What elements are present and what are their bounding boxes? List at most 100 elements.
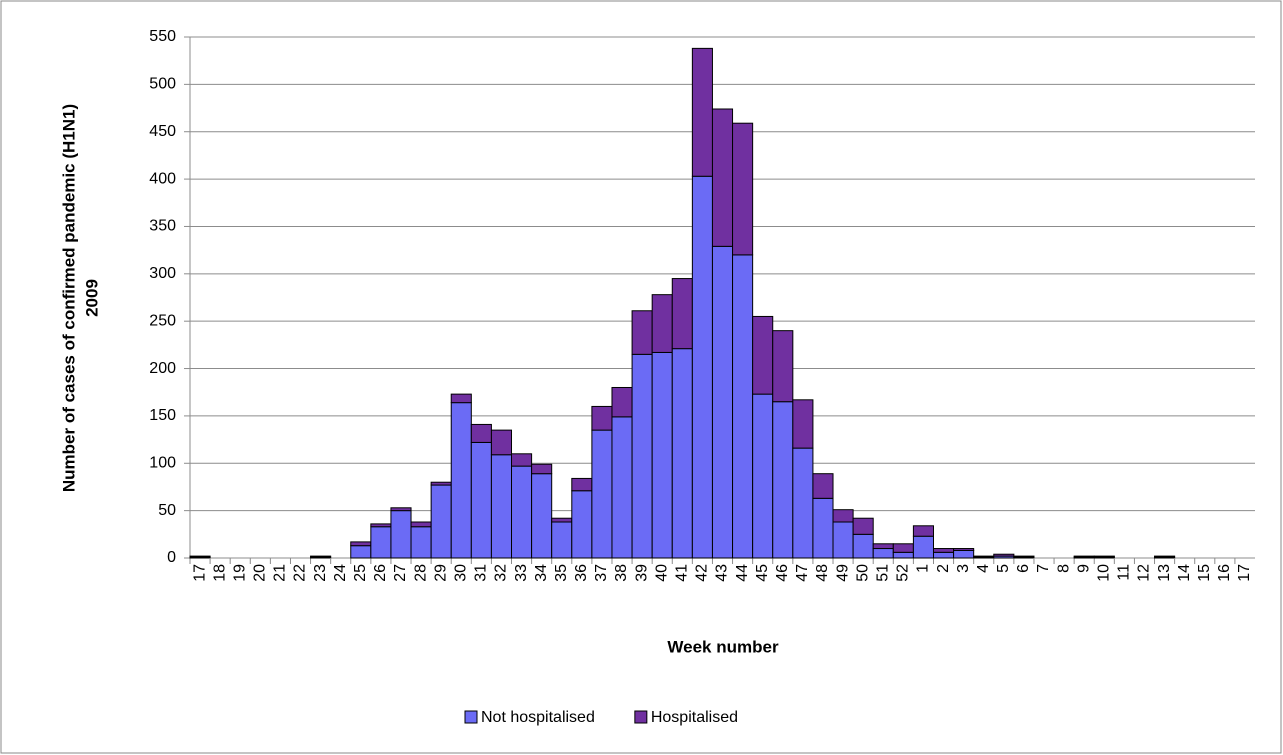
x-tick-label: 35 xyxy=(553,564,570,582)
y-tick-label: 350 xyxy=(149,218,176,235)
x-tick-label: 15 xyxy=(1196,564,1213,582)
x-axis-title: Week number xyxy=(667,637,779,656)
x-tick-label: 5 xyxy=(995,564,1012,573)
x-tick-label: 27 xyxy=(392,564,409,582)
x-tick-label: 34 xyxy=(533,564,550,582)
bar xyxy=(350,545,372,559)
y-tick-label: 400 xyxy=(149,170,176,187)
bar xyxy=(752,393,774,559)
bar xyxy=(1093,555,1115,558)
bar xyxy=(772,401,794,559)
x-tick-label: 30 xyxy=(452,564,469,582)
y-tick-label: 500 xyxy=(149,76,176,93)
x-tick-label: 33 xyxy=(513,564,530,582)
x-tick-label: 29 xyxy=(432,564,449,582)
x-tick-label: 13 xyxy=(1156,564,1173,582)
bar xyxy=(430,481,452,486)
x-tick-label: 8 xyxy=(1055,564,1072,573)
x-tick-label: 18 xyxy=(211,564,228,582)
x-tick-label: 26 xyxy=(372,564,389,582)
x-tick-label: 6 xyxy=(1015,564,1032,573)
bar xyxy=(872,548,894,559)
x-tick-label: 39 xyxy=(633,564,650,582)
bar xyxy=(732,254,754,559)
bar xyxy=(591,429,613,559)
bar xyxy=(410,521,432,528)
x-tick-label: 19 xyxy=(231,564,248,582)
bar xyxy=(531,473,553,559)
x-tick-label: 28 xyxy=(412,564,429,582)
bar xyxy=(631,353,653,559)
bar xyxy=(511,465,533,559)
bar xyxy=(993,553,1015,557)
x-tick-label: 2 xyxy=(935,564,952,573)
x-tick-label: 23 xyxy=(312,564,329,582)
bar xyxy=(711,245,734,559)
bar xyxy=(772,330,794,403)
x-tick-label: 3 xyxy=(955,564,972,573)
bar xyxy=(189,555,211,558)
x-tick-label: 44 xyxy=(734,564,751,582)
y-tick-label: 550 xyxy=(149,28,176,45)
bar xyxy=(812,497,834,559)
bar xyxy=(1013,555,1035,558)
x-tick-label: 14 xyxy=(1176,564,1193,582)
bar xyxy=(932,551,955,559)
bar xyxy=(450,393,472,404)
bar xyxy=(973,555,995,558)
y-axis-title: Number of cases of confirmed pandemic (H… xyxy=(59,104,78,492)
y-tick-label: 300 xyxy=(149,265,176,282)
bar xyxy=(370,523,392,528)
x-tick-label: 17 xyxy=(191,564,208,582)
x-tick-label: 42 xyxy=(694,564,711,582)
x-tick-label: 4 xyxy=(975,564,992,573)
x-tick-label: 10 xyxy=(1096,564,1113,582)
bar xyxy=(953,548,975,551)
legend-label: Not hospitalised xyxy=(481,709,595,726)
x-tick-label: 43 xyxy=(714,564,731,582)
bar xyxy=(390,507,412,512)
x-tick-label: 41 xyxy=(674,564,691,582)
bar xyxy=(651,351,673,559)
bar xyxy=(651,294,673,353)
bar xyxy=(490,429,513,456)
legend-label: Hospitalised xyxy=(651,709,738,726)
x-tick-label: 36 xyxy=(573,564,590,582)
bar xyxy=(852,533,874,559)
bar xyxy=(892,551,914,559)
bar xyxy=(470,423,492,443)
bar xyxy=(812,473,834,499)
bar xyxy=(350,541,372,547)
y-tick-label: 450 xyxy=(149,123,176,140)
x-tick-label: 48 xyxy=(814,564,831,582)
x-tick-label: 7 xyxy=(1035,564,1052,573)
bar xyxy=(310,555,332,558)
bar xyxy=(752,315,774,395)
x-tick-label: 50 xyxy=(854,564,871,582)
bar xyxy=(1154,555,1176,558)
bar xyxy=(370,526,392,559)
x-tick-label: 49 xyxy=(834,564,851,582)
x-tick-label: 9 xyxy=(1075,564,1092,573)
bar xyxy=(852,517,874,535)
x-tick-label: 47 xyxy=(794,564,811,582)
bar xyxy=(912,535,934,559)
bar xyxy=(792,447,814,559)
x-tick-label: 16 xyxy=(1216,564,1233,582)
bar xyxy=(571,477,593,492)
bar xyxy=(571,490,593,559)
x-tick-label: 32 xyxy=(493,564,510,582)
bar xyxy=(591,405,613,431)
y-tick-label: 100 xyxy=(149,454,176,471)
y-tick-label: 50 xyxy=(158,502,176,519)
x-tick-label: 40 xyxy=(653,564,670,582)
y-tick-label: 150 xyxy=(149,407,176,424)
bar xyxy=(551,517,573,523)
x-tick-label: 12 xyxy=(1136,564,1153,582)
bar xyxy=(792,399,814,449)
bar xyxy=(912,525,934,537)
x-tick-label: 31 xyxy=(473,564,490,582)
bar xyxy=(470,441,492,559)
bar xyxy=(531,463,553,475)
